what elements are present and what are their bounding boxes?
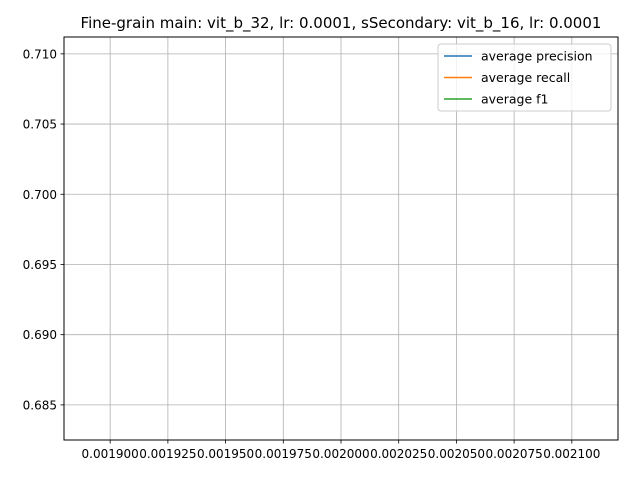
y-axis: 0.685 0.690 0.695 0.700 0.705 0.710: [23, 47, 64, 412]
y-tick-label: 0.705: [23, 118, 57, 132]
y-tick-label: 0.685: [23, 398, 57, 412]
x-tick-label: 0.002025: [370, 447, 427, 461]
y-tick-label: 0.710: [23, 47, 57, 61]
x-tick-label: 0.002050: [428, 447, 485, 461]
chart-title: Fine-grain main: vit_b_32, lr: 0.0001, s…: [81, 14, 602, 33]
legend-label: average recall: [481, 70, 570, 85]
legend: average precision average recall average f…: [437, 43, 612, 112]
x-tick-label: 0.002100: [543, 447, 600, 461]
x-axis: 0.001900 0.001925 0.001950 0.001975 0.002000…: [82, 440, 600, 461]
grid: [64, 37, 618, 440]
legend-box: [437, 43, 612, 112]
y-tick-label: 0.695: [23, 258, 57, 272]
y-tick-label: 0.700: [23, 188, 57, 202]
legend-label: average precision: [481, 49, 593, 64]
x-tick-label: 0.001975: [255, 447, 312, 461]
x-tick-label: 0.002000: [312, 447, 369, 461]
y-tick-label: 0.690: [23, 328, 57, 342]
x-tick-label: 0.002075: [485, 447, 542, 461]
x-tick-label: 0.001950: [197, 447, 254, 461]
x-tick-label: 0.001925: [139, 447, 196, 461]
x-tick-label: 0.001900: [82, 447, 139, 461]
legend-label: average f1: [481, 92, 549, 107]
